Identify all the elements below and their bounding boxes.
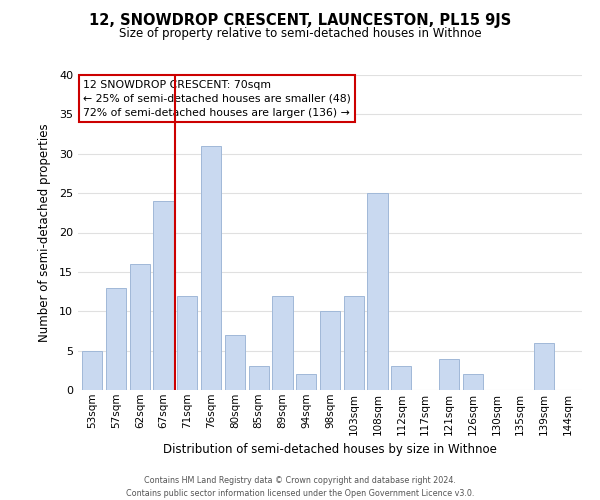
Bar xyxy=(106,288,126,390)
Bar xyxy=(82,350,103,390)
Bar xyxy=(225,335,245,390)
X-axis label: Distribution of semi-detached houses by size in Withnoe: Distribution of semi-detached houses by … xyxy=(163,443,497,456)
Text: 12, SNOWDROP CRESCENT, LAUNCESTON, PL15 9JS: 12, SNOWDROP CRESCENT, LAUNCESTON, PL15 … xyxy=(89,12,511,28)
Bar xyxy=(391,366,412,390)
Bar xyxy=(320,311,340,390)
Bar xyxy=(130,264,150,390)
Text: Size of property relative to semi-detached houses in Withnoe: Size of property relative to semi-detach… xyxy=(119,28,481,40)
Bar xyxy=(534,343,554,390)
Bar xyxy=(439,358,459,390)
Bar xyxy=(344,296,364,390)
Bar xyxy=(296,374,316,390)
Y-axis label: Number of semi-detached properties: Number of semi-detached properties xyxy=(38,123,50,342)
Bar xyxy=(177,296,197,390)
Bar xyxy=(272,296,293,390)
Bar xyxy=(463,374,483,390)
Text: 12 SNOWDROP CRESCENT: 70sqm
← 25% of semi-detached houses are smaller (48)
72% o: 12 SNOWDROP CRESCENT: 70sqm ← 25% of sem… xyxy=(83,80,351,118)
Text: Contains HM Land Registry data © Crown copyright and database right 2024.
Contai: Contains HM Land Registry data © Crown c… xyxy=(126,476,474,498)
Bar xyxy=(201,146,221,390)
Bar xyxy=(367,193,388,390)
Bar xyxy=(154,201,173,390)
Bar xyxy=(248,366,269,390)
